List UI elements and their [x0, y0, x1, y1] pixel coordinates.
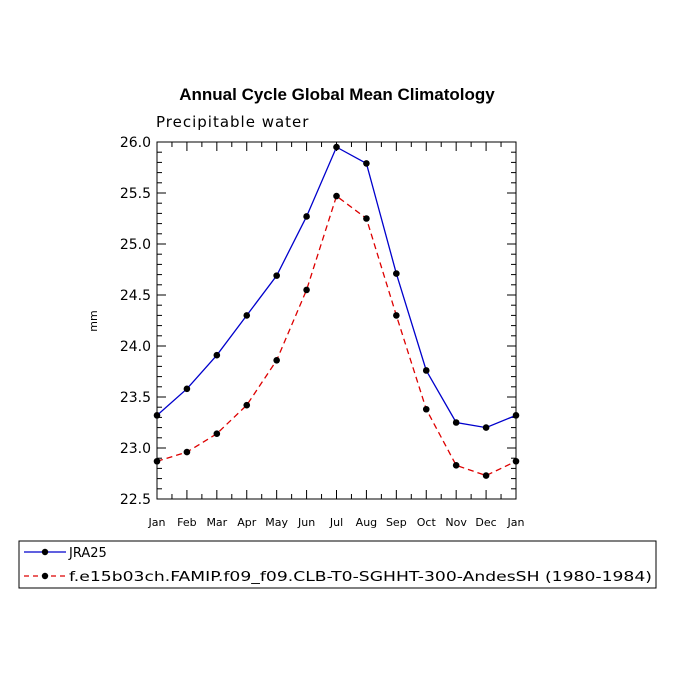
x-tick-label: Jan — [148, 516, 166, 529]
y-tick-label: 24.5 — [120, 288, 151, 304]
data-point — [482, 472, 490, 479]
series-1 — [153, 192, 520, 479]
chart-title: Annual Cycle Global Mean Climatology — [179, 85, 495, 104]
data-point — [363, 215, 370, 222]
legend-label-model: f.e15b03ch.FAMIP.f09_f09.CLB-T0-SGHHT-30… — [69, 570, 652, 585]
data-point — [243, 312, 251, 319]
data-point — [422, 405, 430, 413]
x-tick-labels: Jan Feb Mar Apr May Jun Jul Aug Sep Oct Nov Dec Jan — [148, 516, 525, 529]
y-tick-labels: 22.5 23.0 23.5 24.0 24.5 25.0 25.5 26.0 — [120, 135, 151, 508]
legend-marker-model — [41, 572, 49, 580]
y-tick-label: 23.5 — [120, 390, 151, 406]
legend: JRA25 f.e15b03ch.FAMIP.f09_f09.CLB-T0-SG… — [18, 540, 657, 589]
data-point — [393, 312, 400, 319]
data-point — [422, 367, 430, 374]
data-point — [452, 462, 460, 469]
data-point — [273, 356, 280, 364]
x-tick-label: Aug — [356, 516, 377, 529]
data-point — [183, 448, 191, 456]
legend-entry-model: f.e15b03ch.FAMIP.f09_f09.CLB-T0-SGHHT-30… — [24, 570, 652, 585]
x-tick-label: Jul — [329, 516, 343, 529]
legend-box — [18, 540, 657, 589]
y-axis-label: mm — [87, 310, 100, 331]
data-point — [183, 385, 191, 393]
y-tick-label: 25.5 — [120, 186, 151, 202]
x-tick-label: Apr — [237, 516, 257, 529]
legend-entry-jra25: JRA25 — [24, 546, 107, 561]
data-point — [243, 401, 251, 409]
y-tick-label: 25.0 — [120, 237, 151, 253]
data-point — [303, 213, 310, 220]
series-0 — [153, 143, 520, 431]
x-tick-label: May — [265, 516, 288, 529]
data-point — [393, 270, 400, 277]
chart-subtitle: Precipitable water — [156, 113, 309, 131]
x-tick-label: Mar — [206, 516, 227, 529]
data-point — [213, 351, 221, 359]
data-point — [333, 143, 340, 151]
data-point — [273, 272, 280, 279]
data-point — [333, 192, 340, 200]
x-tick-label: Jan — [507, 516, 525, 529]
data-point — [303, 286, 310, 294]
x-tick-label: Dec — [475, 516, 496, 529]
y-tick-label: 23.0 — [120, 441, 151, 457]
x-tick-label: Feb — [177, 516, 196, 529]
data-point — [452, 419, 460, 426]
x-tick-label: Jun — [297, 516, 315, 529]
legend-marker-jra25 — [41, 548, 49, 556]
y-tick-label: 24.0 — [120, 339, 151, 355]
x-tick-label: Sep — [386, 516, 407, 529]
series-group — [153, 143, 520, 479]
data-point — [482, 424, 490, 431]
x-tick-label: Nov — [445, 516, 467, 529]
plot-frame — [156, 141, 517, 500]
y-tick-label: 26.0 — [120, 135, 151, 151]
y-tick-label: 22.5 — [120, 492, 151, 508]
legend-label-jra25: JRA25 — [68, 546, 107, 561]
data-point — [213, 430, 221, 438]
data-point — [363, 160, 370, 167]
x-tick-label: Oct — [417, 516, 437, 529]
